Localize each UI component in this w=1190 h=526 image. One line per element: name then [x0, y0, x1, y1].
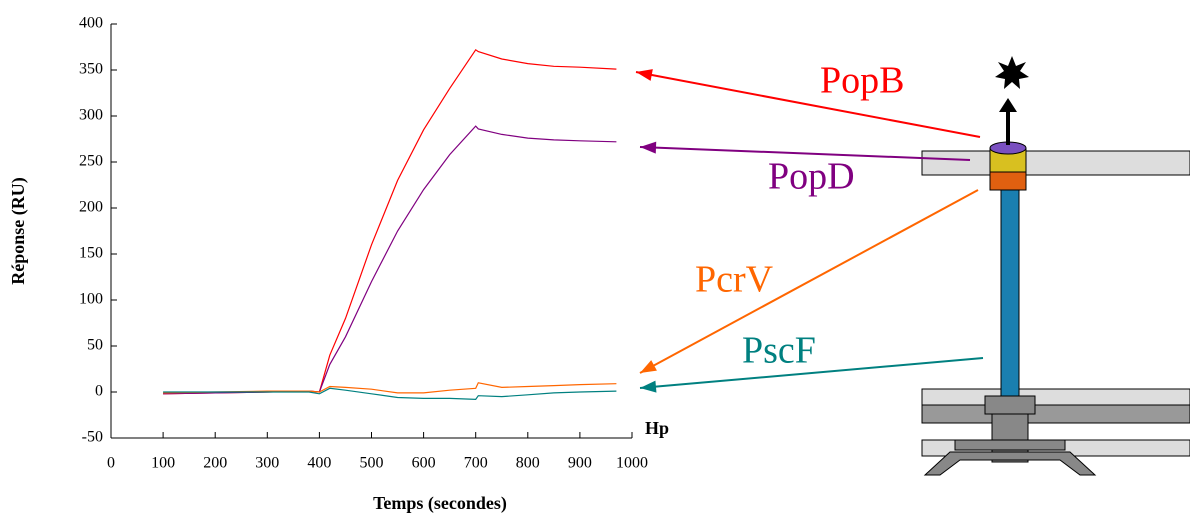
y-tick-label: 150 — [79, 245, 103, 262]
x-tick-label: 700 — [464, 455, 488, 472]
x-tick-label: 200 — [203, 455, 227, 472]
legend-label: PscF — [742, 330, 816, 372]
diagram — [921, 56, 1190, 476]
series-line — [163, 48, 617, 395]
legend-label: PopB — [820, 60, 904, 102]
x-tick-label: 1000 — [616, 455, 648, 472]
series-line — [163, 125, 617, 395]
x-axis-title: Temps (secondes) — [373, 493, 507, 514]
star — [995, 56, 1029, 89]
y-tick-label: 300 — [79, 107, 103, 124]
x-tick-label: 100 — [151, 455, 175, 472]
legend-label: PcrV — [695, 259, 774, 301]
pointer-arrow — [639, 357, 984, 389]
y-tick-label: 350 — [79, 61, 103, 78]
ring — [989, 169, 1027, 191]
pointer-arrow-head — [636, 69, 653, 81]
pointer-arrow — [639, 146, 971, 161]
pipe — [921, 150, 1190, 176]
x-tick-label: 400 — [307, 455, 331, 472]
pointer-arrow-head — [640, 380, 657, 393]
x-tick-label: 500 — [360, 455, 384, 472]
pointer-arrow — [639, 189, 979, 374]
y-tick-label: 0 — [95, 383, 103, 400]
y-tick-label: 400 — [79, 15, 103, 32]
base — [984, 395, 1036, 415]
pointer-arrow — [635, 71, 981, 138]
legend-label: PopD — [768, 156, 855, 198]
y-tick-label: -50 — [82, 429, 103, 446]
pipe — [921, 404, 1190, 424]
x-tick-label: 0 — [107, 455, 115, 472]
y-tick-label: 250 — [79, 153, 103, 170]
x-tick-label: 300 — [255, 455, 279, 472]
series-line — [163, 382, 617, 394]
export-arrow — [999, 98, 1017, 112]
base — [954, 439, 1066, 451]
y-tick-label: 100 — [79, 291, 103, 308]
series-line — [163, 387, 617, 401]
x-tick-label: 900 — [568, 455, 592, 472]
x-tick-label: 600 — [412, 455, 436, 472]
axis-note: Hp — [645, 418, 669, 438]
y-tick-label: 50 — [87, 337, 103, 354]
pointer-arrow-head — [640, 360, 657, 373]
y-tick-label: 200 — [79, 199, 103, 216]
x-tick-label: 800 — [516, 455, 540, 472]
needle — [1000, 187, 1020, 397]
y-axis-title: Réponse (RU) — [8, 177, 29, 285]
pointer-arrow-head — [640, 141, 657, 154]
pipe — [921, 388, 1190, 406]
base — [923, 451, 1097, 476]
